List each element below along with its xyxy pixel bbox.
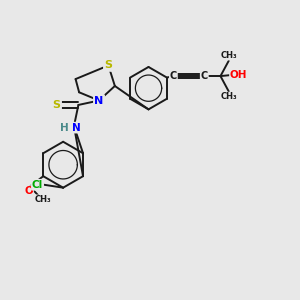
Text: C: C xyxy=(170,71,177,81)
Text: CH₃: CH₃ xyxy=(221,92,238,101)
Text: H: H xyxy=(60,123,69,133)
Text: S: S xyxy=(52,100,61,110)
Text: OH: OH xyxy=(230,70,247,80)
Text: N: N xyxy=(94,95,103,106)
Text: CH₃: CH₃ xyxy=(35,195,52,204)
Text: N: N xyxy=(72,123,80,133)
Text: O: O xyxy=(24,186,33,196)
Text: S: S xyxy=(104,61,112,70)
Text: Cl: Cl xyxy=(32,180,43,190)
Text: C: C xyxy=(201,71,208,81)
Text: CH₃: CH₃ xyxy=(221,51,238,60)
